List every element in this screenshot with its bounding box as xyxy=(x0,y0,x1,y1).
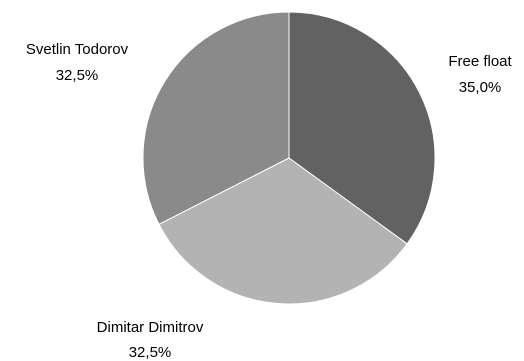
slice-name-label-dimitar-dimitrov: Dimitar Dimitrov xyxy=(97,319,204,336)
pie-slice-free-float xyxy=(288,11,436,245)
slice-name-label-free-float: Free float xyxy=(448,53,512,70)
slice-value-label-dimitar-dimitrov: 32,5% xyxy=(129,344,172,361)
pie-slice-svetlin-todorov xyxy=(142,11,290,225)
slice-name-label-svetlin-todorov: Svetlin Todorov xyxy=(26,41,129,58)
slice-value-label-free-float: 35,0% xyxy=(459,79,502,96)
pie-slices xyxy=(142,11,436,305)
pie-slice-dimitar-dimitrov xyxy=(158,157,408,305)
slice-value-label-svetlin-todorov: 32,5% xyxy=(56,67,99,84)
pie-labels: Free float 35,0% Svetlin Todorov 32,5% D… xyxy=(26,41,513,361)
